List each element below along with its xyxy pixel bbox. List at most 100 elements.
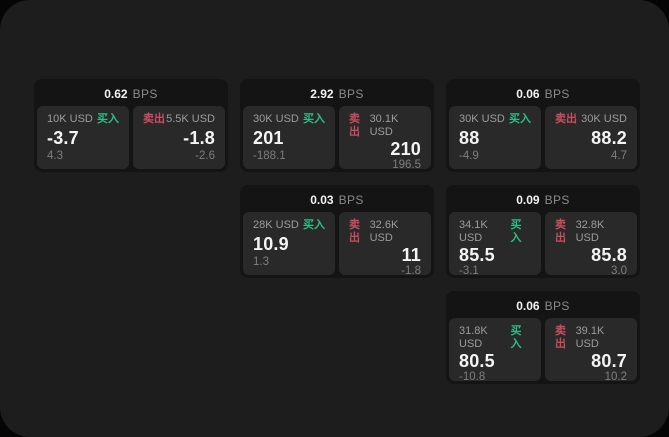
bps-value: 0.03 xyxy=(310,193,334,207)
quote-card-grid: 0.62 BPS 10K USD 买入 -3.7 4.3 卖出 5.5K USD xyxy=(34,79,640,384)
sell-panel[interactable]: 卖出 39.1K USD 80.7 10.2 xyxy=(545,318,637,383)
buy-price: 85.5 xyxy=(459,245,495,265)
buy-panel-top-row: 10K USD 买入 xyxy=(47,113,119,126)
sell-label: 卖出 xyxy=(143,113,165,125)
buy-amount: 10K USD xyxy=(47,113,93,125)
sell-price: 11 xyxy=(401,245,421,265)
buy-sell-panels: 10K USD 买入 -3.7 4.3 卖出 5.5K USD -1.8 -2.… xyxy=(37,106,225,169)
buy-price: -3.7 xyxy=(47,128,79,148)
buy-sell-panels: 28K USD 买入 10.9 1.3 卖出 32.6K USD 11 -1.8 xyxy=(243,212,431,277)
sell-panel[interactable]: 卖出 30.1K USD 210 196.5 xyxy=(339,106,431,171)
sell-amount: 39.1K USD xyxy=(575,325,605,350)
sell-price: 210 xyxy=(390,139,421,159)
buy-change: 1.3 xyxy=(253,256,269,268)
sell-label: 卖出 xyxy=(349,219,360,244)
card-header: 2.92 BPS xyxy=(243,82,431,106)
sell-panel[interactable]: 卖出 32.8K USD 85.8 3.0 xyxy=(545,212,637,277)
buy-panel-top-row: 34.1K USD 买入 xyxy=(459,219,531,245)
sell-price: 85.8 xyxy=(591,245,627,265)
sell-amount: 32.8K USD xyxy=(575,219,605,244)
bps-unit: BPS xyxy=(338,193,364,207)
buy-change: -4.9 xyxy=(459,150,479,162)
buy-amount: 34.1K USD xyxy=(459,219,488,244)
buy-label: 买入 xyxy=(510,325,522,350)
buy-panel[interactable]: 10K USD 买入 -3.7 4.3 xyxy=(37,106,129,169)
sell-change: 3.0 xyxy=(611,265,627,277)
buy-label: 买入 xyxy=(97,113,119,125)
sell-change: 10.2 xyxy=(604,371,627,383)
buy-panel[interactable]: 30K USD 买入 88 -4.9 xyxy=(449,106,541,169)
buy-panel[interactable]: 28K USD 买入 10.9 1.3 xyxy=(243,212,335,275)
buy-panel-top-row: 30K USD 买入 xyxy=(253,113,325,126)
sell-change: -2.6 xyxy=(195,150,215,162)
sell-panel[interactable]: 卖出 30K USD 88.2 4.7 xyxy=(545,106,637,169)
bps-unit: BPS xyxy=(132,87,158,101)
card-header: 0.09 BPS xyxy=(449,188,637,212)
buy-amount: 30K USD xyxy=(253,113,299,125)
quote-card-4: 0.09 BPS 34.1K USD 买入 85.5 -3.1 卖出 32.8K… xyxy=(446,185,640,278)
bps-value: 0.06 xyxy=(516,299,540,313)
buy-price: 80.5 xyxy=(459,351,495,371)
buy-panel-top-row: 31.8K USD 买入 xyxy=(459,325,531,351)
buy-change: 4.3 xyxy=(47,150,63,162)
bps-value: 0.09 xyxy=(516,193,540,207)
buy-sell-panels: 31.8K USD 买入 80.5 -10.8 卖出 39.1K USD 80.… xyxy=(449,318,637,383)
bps-value: 0.06 xyxy=(516,87,540,101)
buy-change: -10.8 xyxy=(459,371,486,383)
buy-label: 买入 xyxy=(303,219,325,231)
sell-panel[interactable]: 卖出 32.6K USD 11 -1.8 xyxy=(339,212,431,277)
sell-amount: 32.6K USD xyxy=(369,219,399,244)
quote-card-0: 0.62 BPS 10K USD 买入 -3.7 4.3 卖出 5.5K USD xyxy=(34,79,228,172)
quote-card-2: 0.06 BPS 30K USD 买入 88 -4.9 卖出 30K USD xyxy=(446,79,640,172)
buy-amount: 31.8K USD xyxy=(459,325,488,350)
buy-sell-panels: 30K USD 买入 88 -4.9 卖出 30K USD 88.2 4.7 xyxy=(449,106,637,169)
buy-panel-top-row: 28K USD 买入 xyxy=(253,219,325,232)
sell-price: -1.8 xyxy=(183,128,215,148)
sell-amount: 30.1K USD xyxy=(369,113,399,138)
card-header: 0.06 BPS xyxy=(449,294,637,318)
sell-change: 196.5 xyxy=(392,159,421,171)
buy-panel[interactable]: 34.1K USD 买入 85.5 -3.1 xyxy=(449,212,541,277)
card-header: 0.62 BPS xyxy=(37,82,225,106)
buy-amount: 30K USD xyxy=(459,113,505,125)
sell-change: -1.8 xyxy=(401,265,421,277)
bps-unit: BPS xyxy=(544,299,570,313)
buy-sell-panels: 34.1K USD 买入 85.5 -3.1 卖出 32.8K USD 85.8… xyxy=(449,212,637,277)
sell-price: 88.2 xyxy=(591,128,627,148)
buy-change: -3.1 xyxy=(459,265,479,277)
sell-panel-top-row: 卖出 39.1K USD xyxy=(555,325,627,351)
sell-price: 80.7 xyxy=(591,351,627,371)
sell-panel[interactable]: 卖出 5.5K USD -1.8 -2.6 xyxy=(133,106,225,169)
buy-label: 买入 xyxy=(510,219,522,244)
buy-sell-panels: 30K USD 买入 201 -188.1 卖出 30.1K USD 210 1… xyxy=(243,106,431,171)
buy-panel[interactable]: 31.8K USD 买入 80.5 -10.8 xyxy=(449,318,541,383)
card-header: 0.03 BPS xyxy=(243,188,431,212)
buy-price: 201 xyxy=(253,128,284,148)
bps-value: 2.92 xyxy=(310,87,334,101)
sell-amount: 5.5K USD xyxy=(166,113,215,125)
buy-label: 买入 xyxy=(303,113,325,125)
buy-label: 买入 xyxy=(509,113,531,125)
bps-unit: BPS xyxy=(544,193,570,207)
buy-panel[interactable]: 30K USD 买入 201 -188.1 xyxy=(243,106,335,169)
sell-panel-top-row: 卖出 30.1K USD xyxy=(349,113,421,139)
card-header: 0.06 BPS xyxy=(449,82,637,106)
sell-change: 4.7 xyxy=(611,150,627,162)
sell-amount: 30K USD xyxy=(581,113,627,125)
buy-amount: 28K USD xyxy=(253,219,299,231)
sell-label: 卖出 xyxy=(555,325,566,350)
sell-label: 卖出 xyxy=(555,219,566,244)
buy-price: 88 xyxy=(459,128,480,148)
sell-panel-top-row: 卖出 5.5K USD xyxy=(143,113,215,126)
bps-unit: BPS xyxy=(544,87,570,101)
buy-price: 10.9 xyxy=(253,234,289,254)
sell-label: 卖出 xyxy=(349,113,360,138)
quote-card-1: 2.92 BPS 30K USD 买入 201 -188.1 卖出 30.1K … xyxy=(240,79,434,172)
sell-panel-top-row: 卖出 32.8K USD xyxy=(555,219,627,245)
bps-unit: BPS xyxy=(338,87,364,101)
bps-value: 0.62 xyxy=(104,87,128,101)
buy-panel-top-row: 30K USD 买入 xyxy=(459,113,531,126)
sell-panel-top-row: 卖出 32.6K USD xyxy=(349,219,421,245)
buy-change: -188.1 xyxy=(253,150,286,162)
